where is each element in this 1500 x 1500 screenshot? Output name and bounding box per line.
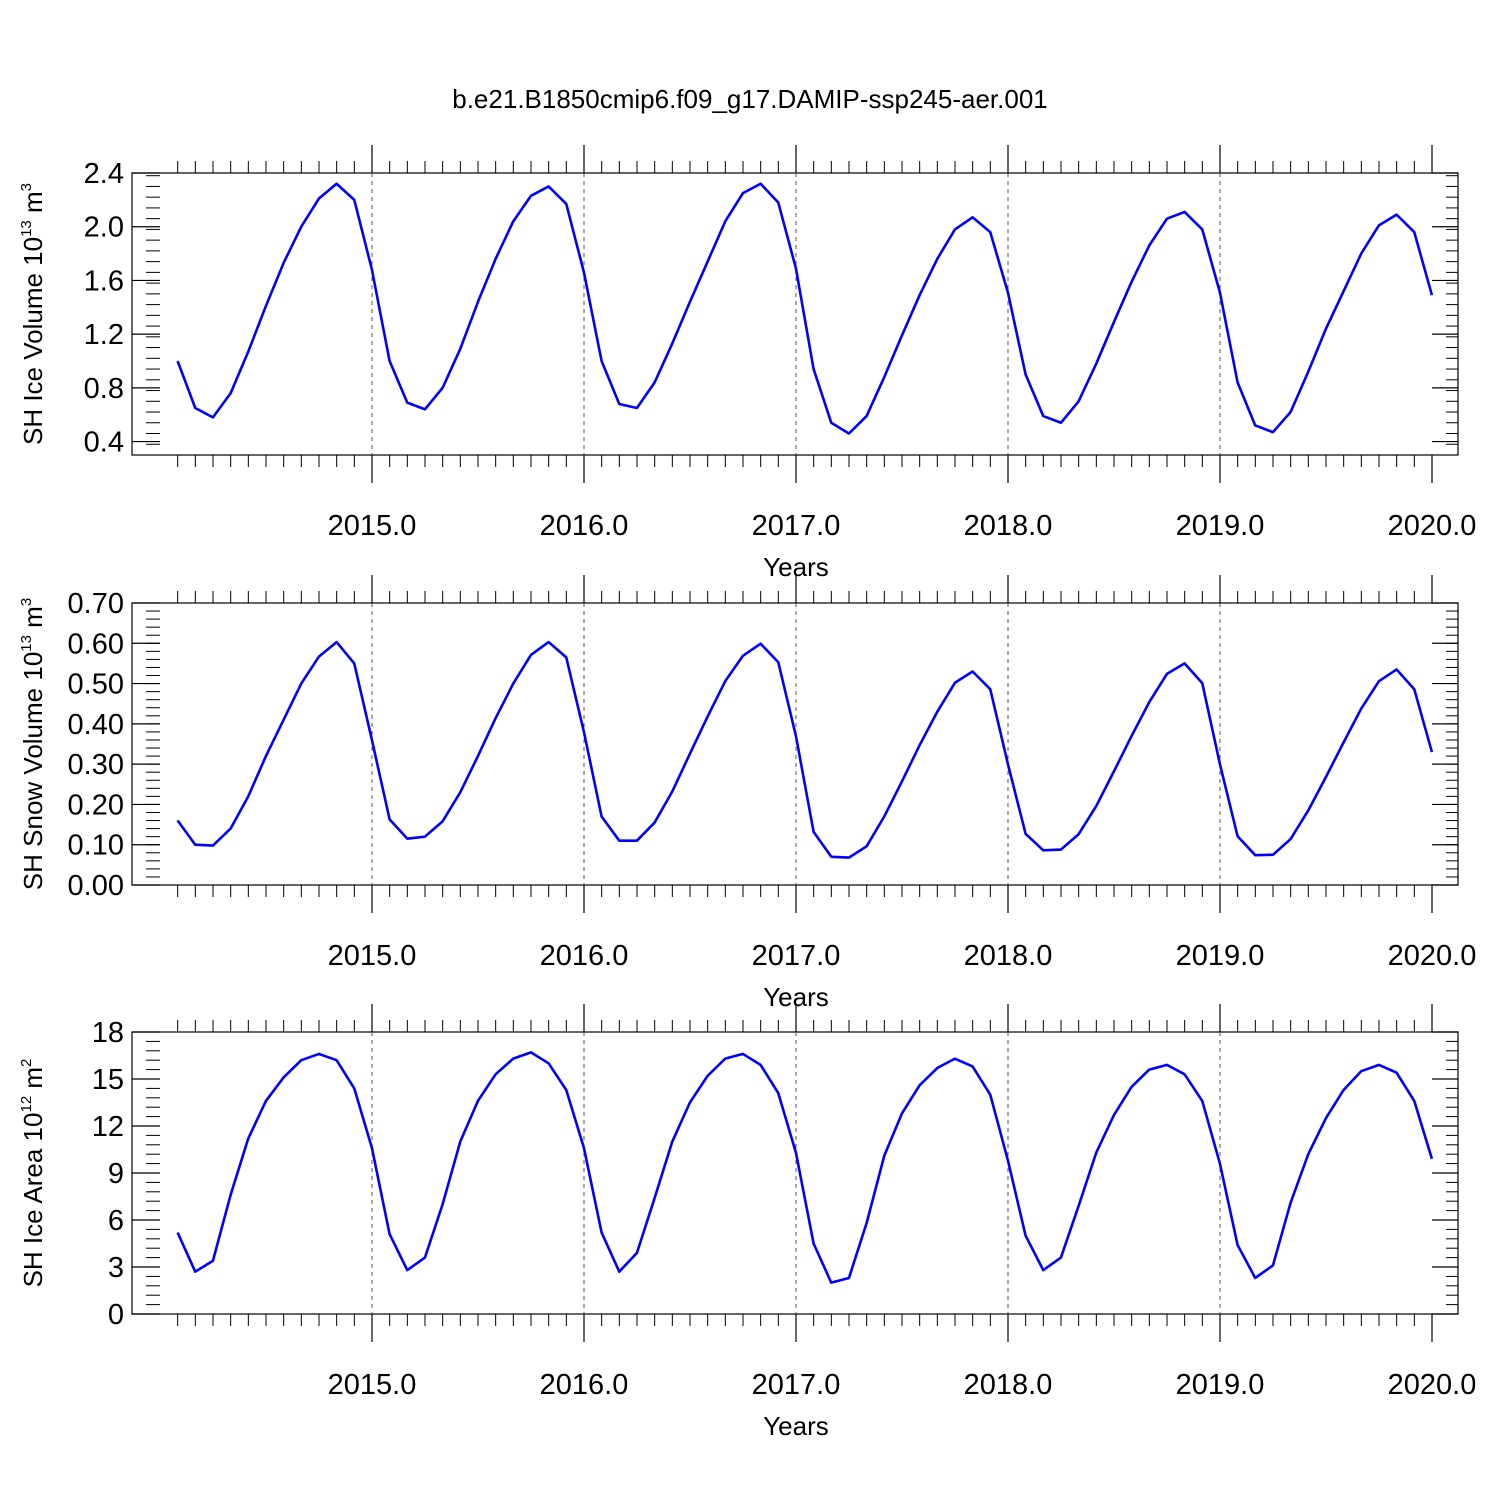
series-line: [176, 1051, 1434, 1284]
x-tick-label: 2019.0: [1176, 940, 1265, 972]
x-tick-label: 2020.0: [1388, 940, 1477, 972]
y-axis-label: SH Ice Area 1012 m2: [18, 1059, 48, 1288]
y-tick-label: 0.60: [68, 628, 124, 660]
y-tick-label: 12: [92, 1111, 124, 1143]
y-tick-label: 0.00: [68, 870, 124, 902]
y-tick-label: 0.30: [68, 749, 124, 781]
x-tick-label: 2017.0: [752, 1369, 841, 1401]
y-tick-label: 0.4: [84, 427, 124, 459]
x-axis-label: Years: [763, 1411, 829, 1441]
y-tick-label: 0.10: [68, 830, 124, 862]
y-tick-label: 18: [92, 1017, 124, 1049]
panel-1: 2015.0 2016.0 2017.0 2018.0 2019.0 2020.0Year…: [18, 145, 1476, 582]
x-tick-label: 2016.0: [540, 940, 629, 972]
y-tick-label: 0.50: [68, 669, 124, 701]
x-tick-label: 2018.0: [964, 1369, 1053, 1401]
x-tick-label: 2016.0: [540, 510, 629, 542]
x-tick-label: 2020.0: [1388, 510, 1477, 542]
y-tick-label: 0.8: [84, 373, 124, 405]
x-tick-label: 2018.0: [964, 510, 1053, 542]
x-tick-label: 2017.0: [752, 510, 841, 542]
y-tick-label: 9: [108, 1158, 124, 1190]
panel-3: 2015.0 2016.0 2017.0 2018.0 2019.0 2020.0 Year…: [18, 1004, 1476, 1441]
series-line: [176, 182, 1434, 435]
plot-frame: [131, 1031, 1459, 1315]
x-tick-label: 2018.0: [964, 940, 1053, 972]
y-tick-label: 0.70: [68, 588, 124, 620]
y-axis-label: SH Ice Volume 1013 m3: [18, 183, 48, 445]
x-tick-label: 2020.0: [1388, 1369, 1477, 1401]
plot-frame: [131, 172, 1459, 456]
y-tick-label: 1.2: [84, 319, 124, 351]
y-tick-label: 0: [108, 1299, 124, 1331]
plot-frame: [131, 602, 1459, 886]
x-tick-label: 2016.0: [540, 1369, 629, 1401]
panel-2: 2015.0 2016.0 2017.0 2018.0 2019.0 2020.0Year…: [18, 575, 1476, 1012]
y-tick-label: 2.4: [84, 158, 124, 190]
y-tick-label: 3: [108, 1252, 124, 1284]
x-tick-label: 2019.0: [1176, 510, 1265, 542]
x-tick-label: 2017.0: [752, 940, 841, 972]
y-tick-label: 0.40: [68, 709, 124, 741]
x-tick-label: 2015.0: [328, 510, 417, 542]
y-tick-label: 0.20: [68, 789, 124, 821]
page-title: b.e21.B1850cmip6.f09_g17.DAMIP-ssp245-ae…: [452, 84, 1048, 114]
x-tick-label: 2015.0: [328, 1369, 417, 1401]
series-line: [176, 640, 1434, 859]
y-tick-label: 2.0: [84, 212, 124, 244]
x-tick-label: 2015.0: [328, 940, 417, 972]
y-tick-label: 1.6: [84, 265, 124, 297]
x-tick-label: 2019.0: [1176, 1369, 1265, 1401]
y-tick-label: 6: [108, 1205, 124, 1237]
y-tick-label: 15: [92, 1064, 124, 1096]
y-axis-label: SH Snow Volume 1013 m3: [18, 598, 48, 890]
